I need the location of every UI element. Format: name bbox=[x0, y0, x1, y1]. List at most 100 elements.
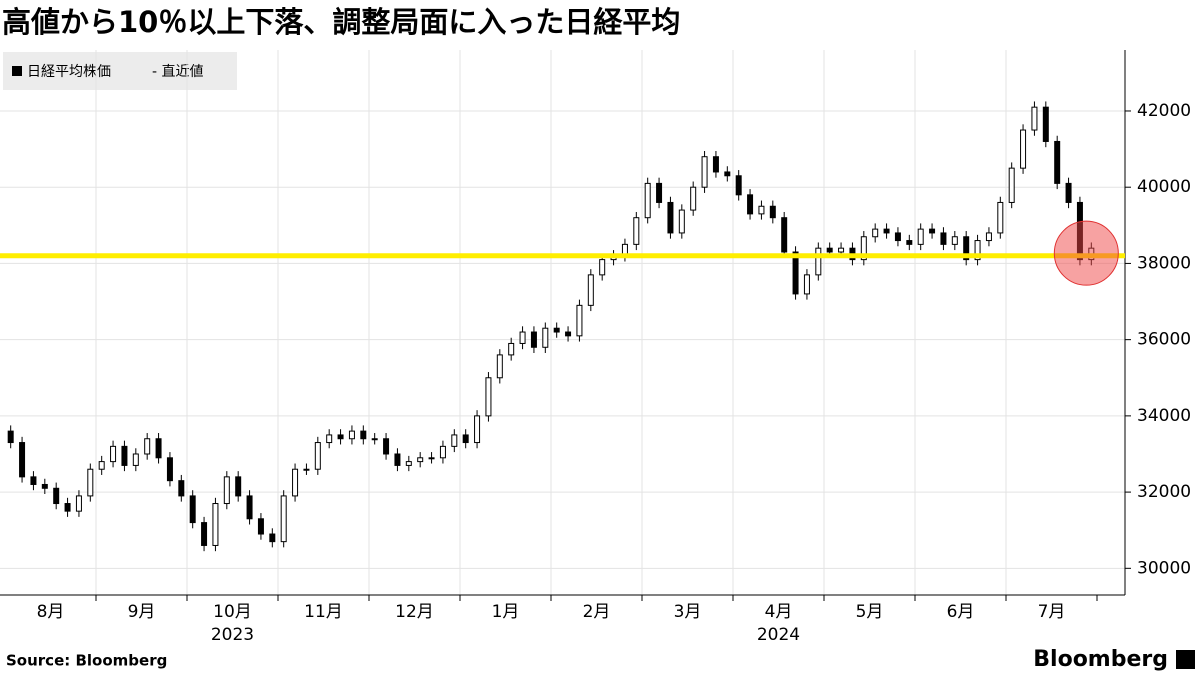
candle-body bbox=[712, 156, 719, 173]
candle-body bbox=[348, 430, 355, 440]
candle-body bbox=[314, 442, 321, 470]
candle-body bbox=[917, 228, 924, 245]
candle-body bbox=[383, 438, 390, 455]
candle-body bbox=[496, 354, 503, 379]
candle-body bbox=[417, 457, 424, 463]
year-label: 2023 bbox=[211, 625, 254, 645]
candle-body bbox=[462, 434, 469, 444]
candle-body bbox=[201, 522, 208, 546]
candle-body bbox=[530, 331, 537, 348]
candle-body bbox=[451, 434, 458, 447]
candle-body bbox=[758, 205, 765, 215]
candle-body bbox=[803, 274, 810, 295]
candle-body bbox=[735, 175, 742, 196]
candle-body bbox=[166, 457, 173, 482]
candle-body bbox=[257, 518, 264, 535]
candle-body bbox=[929, 228, 936, 234]
candle-body bbox=[269, 533, 276, 543]
y-tick-label: 34000 bbox=[1137, 406, 1191, 426]
candle-body bbox=[656, 182, 663, 203]
candle-body bbox=[428, 457, 435, 460]
candle-body bbox=[121, 445, 128, 466]
candle-body bbox=[565, 331, 572, 337]
candle-body bbox=[110, 445, 117, 463]
candle-body bbox=[644, 182, 651, 219]
x-tick-label: 10月 bbox=[213, 602, 252, 622]
candle-body bbox=[1054, 140, 1061, 184]
highlight-circle bbox=[1053, 220, 1119, 286]
candle-body bbox=[781, 217, 788, 253]
y-tick-label: 30000 bbox=[1137, 558, 1191, 578]
candle-body bbox=[701, 156, 708, 188]
candle-body bbox=[41, 483, 48, 489]
candle-body bbox=[587, 274, 594, 306]
x-tick-label: 6月 bbox=[947, 602, 975, 622]
y-tick-label: 42000 bbox=[1137, 101, 1191, 121]
candle-body bbox=[155, 438, 162, 459]
candle-body bbox=[553, 327, 560, 333]
candle-body bbox=[542, 327, 549, 348]
candle-body bbox=[678, 209, 685, 234]
candle-body bbox=[371, 438, 378, 441]
y-tick-label: 40000 bbox=[1137, 177, 1191, 197]
candle-body bbox=[838, 247, 845, 253]
y-tick-label: 36000 bbox=[1137, 330, 1191, 350]
source: Source: Bloomberg bbox=[6, 652, 167, 670]
candle-body bbox=[724, 171, 731, 177]
candle-body bbox=[667, 201, 674, 234]
candle-body bbox=[405, 461, 412, 466]
candle-body bbox=[7, 430, 14, 444]
year-label: 2024 bbox=[757, 625, 800, 645]
candle-body bbox=[98, 461, 105, 470]
candle-body bbox=[64, 503, 71, 512]
candle-body bbox=[246, 495, 253, 520]
candle-body bbox=[826, 247, 833, 253]
x-tick-label: 11月 bbox=[304, 602, 343, 622]
candle-body bbox=[360, 430, 367, 440]
candle-body bbox=[633, 217, 640, 245]
candle-body bbox=[883, 228, 890, 234]
candle-body bbox=[1065, 182, 1072, 203]
candle-body bbox=[337, 434, 344, 440]
x-tick-label: 1月 bbox=[492, 602, 520, 622]
candle-body bbox=[280, 495, 287, 543]
candle-body bbox=[1008, 167, 1015, 203]
candle-body bbox=[53, 487, 60, 505]
candle-body bbox=[519, 331, 526, 344]
candle-body bbox=[30, 476, 37, 485]
candle-body bbox=[860, 236, 867, 261]
candle-body bbox=[75, 495, 82, 512]
legend-label: - 直近値 bbox=[152, 63, 204, 80]
candle-body bbox=[599, 259, 606, 276]
candle-body bbox=[485, 377, 492, 417]
x-tick-label: 2月 bbox=[583, 602, 611, 622]
candle-body bbox=[985, 232, 992, 242]
candle-body bbox=[212, 503, 219, 546]
logo: Bloomberg bbox=[1033, 647, 1168, 672]
x-tick-label: 7月 bbox=[1038, 602, 1066, 622]
candle-body bbox=[1020, 129, 1027, 169]
candle-body bbox=[235, 476, 242, 497]
x-tick-label: 9月 bbox=[128, 602, 156, 622]
candle-body bbox=[997, 201, 1004, 234]
candle-body bbox=[292, 468, 299, 497]
y-tick-label: 38000 bbox=[1137, 253, 1191, 273]
candle-body bbox=[189, 495, 196, 524]
x-tick-label: 8月 bbox=[37, 602, 65, 622]
legend-label: 日経平均株価 bbox=[27, 64, 111, 80]
candle-body bbox=[223, 476, 230, 505]
candle-body bbox=[792, 251, 799, 295]
candle-body bbox=[474, 415, 481, 444]
x-tick-label: 3月 bbox=[674, 602, 702, 622]
x-tick-label: 12月 bbox=[395, 602, 434, 622]
logo-icon bbox=[1176, 650, 1195, 669]
candle-body bbox=[769, 205, 776, 219]
candle-body bbox=[963, 236, 970, 261]
candle-body bbox=[872, 228, 879, 238]
x-tick-label: 4月 bbox=[765, 602, 793, 622]
candle-body bbox=[394, 453, 401, 466]
candle-body bbox=[894, 232, 901, 242]
candle-body bbox=[303, 468, 310, 471]
candle-body bbox=[439, 445, 446, 459]
